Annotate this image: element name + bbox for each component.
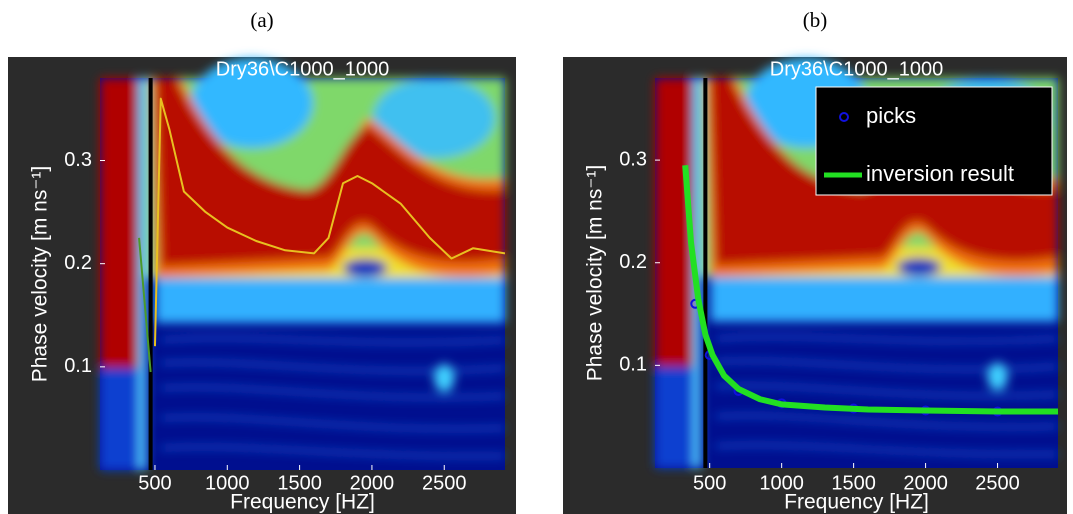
legend-marker (839, 112, 849, 122)
y-axis-label: Phase velocity [m ns⁻¹] (584, 165, 607, 382)
chart-title: Dry36\C1000_1000 (216, 58, 389, 80)
x-tick-label: 1000 (205, 472, 250, 494)
x-axis-label: Frequency [HZ] (230, 491, 375, 514)
y-tick-label: 0.3 (619, 148, 647, 170)
x-tick-label: 2500 (422, 472, 467, 494)
x-tick-label: 500 (138, 472, 171, 494)
y-tick-label: 0.2 (619, 251, 647, 273)
panel-label: (b) (803, 8, 828, 32)
legend-label: inversion result (866, 161, 1014, 186)
panel: (b) Dry36\C1000_1000 500 1000 1500 2000 2500 0.… (563, 8, 1067, 514)
x-tick-label: 1500 (277, 472, 322, 494)
y-axis-label: Phase velocity [m ns⁻¹] (29, 166, 52, 383)
x-tick-label: 1500 (831, 472, 876, 494)
legend-label: picks (866, 103, 916, 128)
x-tick-label: 500 (693, 472, 726, 494)
y-tick-label: 0.3 (64, 149, 92, 171)
y-tick-label: 0.1 (64, 355, 92, 377)
panel: (a) Dry36\C1000_1000 500 1000 1500 2000 2500 0.… (8, 8, 516, 514)
y-tick-label: 0.1 (619, 354, 647, 376)
x-tick-label: 2000 (903, 472, 948, 494)
data-line (153, 97, 505, 347)
x-axis-label: Frequency [HZ] (784, 491, 929, 514)
x-tick-label: 2500 (975, 472, 1020, 494)
data-line (138, 237, 152, 373)
x-tick-label: 2000 (350, 472, 395, 494)
x-tick-label: 1000 (759, 472, 804, 494)
panel-label: (a) (250, 8, 273, 32)
chart-title: Dry36\C1000_1000 (770, 58, 943, 80)
data-line (682, 165, 1058, 415)
y-tick-label: 0.2 (64, 252, 92, 274)
